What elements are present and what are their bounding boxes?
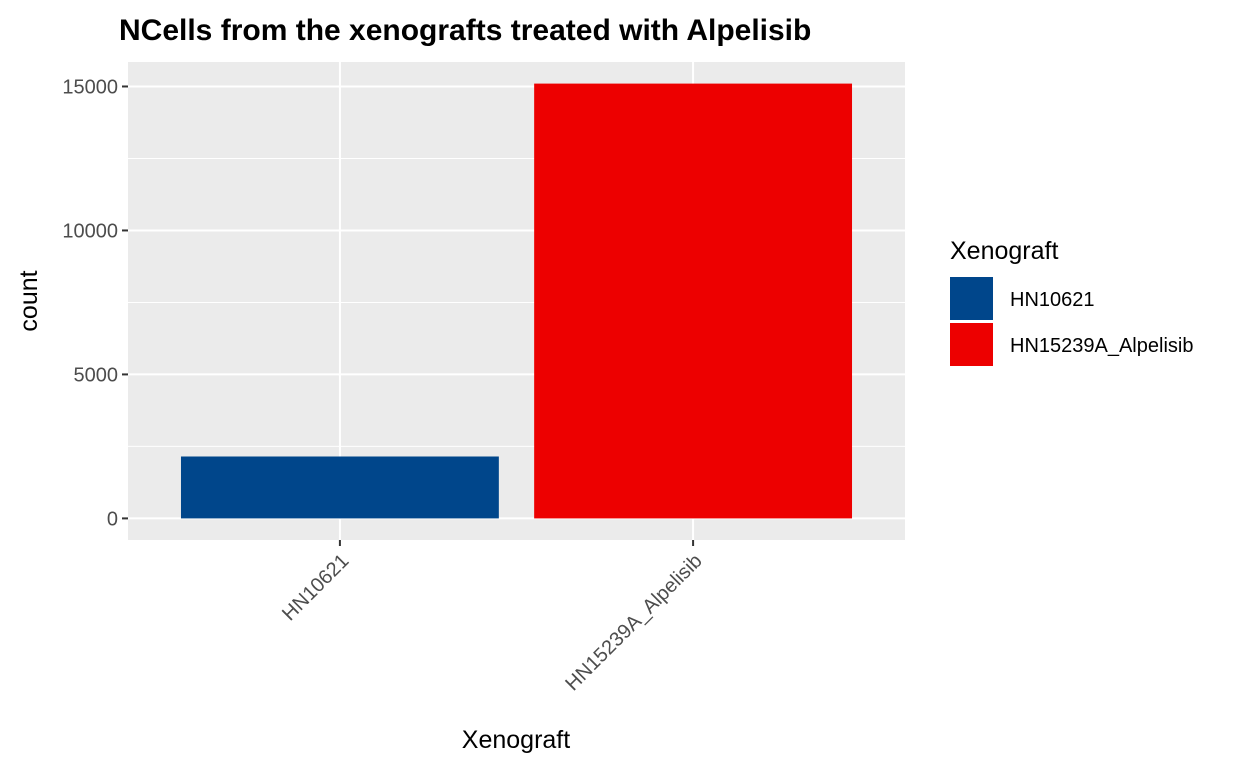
y-tick-label: 15000 [62, 76, 118, 98]
x-tick-label: HN10621 [278, 550, 353, 625]
legend-swatch [950, 277, 993, 320]
legend-label: HN15239A_Alpelisib [1010, 335, 1193, 357]
y-tick-label: 10000 [62, 220, 118, 242]
bar-HN10621 [180, 456, 499, 519]
bar-HN15239A_Alpelisib [534, 83, 853, 519]
y-tick-label: 5000 [74, 364, 119, 386]
legend-title: Xenograft [950, 237, 1058, 265]
y-tick-label: 0 [107, 508, 118, 530]
y-axis-title: count [15, 270, 43, 331]
legend-swatch [950, 323, 993, 366]
x-tick-label: HN15239A_Alpelisib [561, 550, 706, 695]
chart-title: NCells from the xenografts treated with … [119, 14, 811, 47]
legend: Xenograft HN10621 HN15239A_Alpelisib [950, 237, 1193, 366]
bars [180, 83, 853, 519]
legend-label: HN10621 [1010, 289, 1095, 311]
x-axis-title: Xenograft [462, 726, 570, 754]
